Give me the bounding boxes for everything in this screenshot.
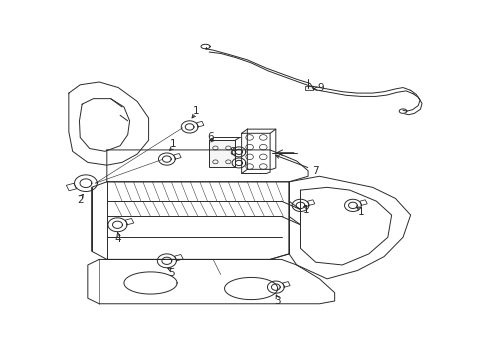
Text: 3: 3	[274, 296, 281, 306]
Bar	[305, 86, 314, 90]
Text: 1: 1	[170, 139, 176, 149]
Text: 5: 5	[168, 268, 175, 278]
Text: 1: 1	[303, 205, 310, 215]
Text: 6: 6	[207, 132, 214, 143]
Bar	[209, 140, 235, 167]
Text: 4: 4	[115, 234, 122, 244]
Text: 1: 1	[358, 207, 365, 217]
Text: 1: 1	[193, 105, 199, 116]
Text: 7: 7	[312, 166, 319, 176]
Text: 8: 8	[230, 147, 236, 157]
Text: 9: 9	[317, 82, 323, 93]
Text: 2: 2	[78, 195, 84, 205]
